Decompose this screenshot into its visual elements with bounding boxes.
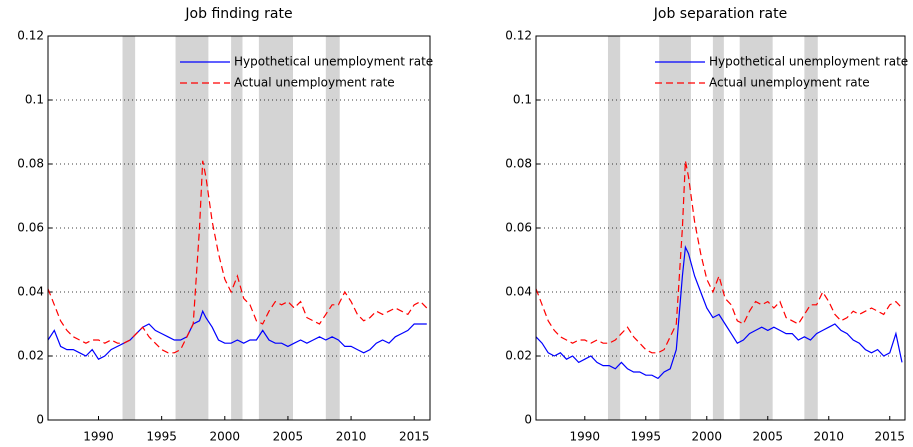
x-tick-label: 1990 (83, 430, 114, 444)
y-tick-label: 0.1 (25, 93, 44, 107)
legend-label: Actual unemployment rate (234, 76, 395, 90)
chart-title: Job separation rate (653, 6, 787, 22)
recession-band (712, 36, 724, 420)
y-tick-label: 0 (36, 413, 44, 427)
y-tick-label: 0.06 (505, 221, 532, 235)
chart-title: Job finding rate (184, 6, 292, 22)
x-tick-label: 1995 (146, 430, 177, 444)
x-tick-label: 2010 (336, 430, 367, 444)
y-tick-label: 0.02 (505, 349, 532, 363)
x-tick-label: 2000 (210, 430, 241, 444)
y-tick-label: 0.08 (505, 157, 532, 171)
y-tick-label: 0.1 (513, 93, 532, 107)
y-tick-label: 0.02 (17, 349, 44, 363)
x-tick-label: 2015 (874, 430, 905, 444)
y-tick-label: 0.12 (505, 29, 532, 43)
x-tick-label: 2005 (273, 430, 304, 444)
y-tick-label: 0.08 (17, 157, 44, 171)
x-tick-label: 2005 (752, 430, 783, 444)
recession-band (607, 36, 621, 420)
series-line (47, 160, 428, 354)
series-line (47, 309, 427, 360)
axes-frame (47, 35, 431, 421)
x-tick-label: 1990 (570, 430, 601, 444)
x-tick-label: 2010 (813, 430, 844, 444)
legend-label: Hypothetical unemployment rate (234, 55, 433, 69)
legend-label: Actual unemployment rate (709, 76, 870, 90)
y-tick-label: 0.04 (505, 285, 532, 299)
y-tick-label: 0.06 (17, 221, 44, 235)
y-tick-label: 0 (524, 413, 532, 427)
axes-frame (535, 35, 906, 421)
recession-band (175, 36, 209, 420)
legend-label: Hypothetical unemployment rate (709, 55, 908, 69)
x-tick-label: 1995 (631, 430, 662, 444)
y-tick-label: 0.04 (17, 285, 44, 299)
y-tick-label: 0.12 (17, 29, 44, 43)
x-tick-label: 2015 (399, 430, 430, 444)
series-line (535, 245, 903, 380)
recession-band (804, 36, 818, 420)
recession-band (659, 36, 691, 420)
x-tick-label: 2000 (692, 430, 723, 444)
